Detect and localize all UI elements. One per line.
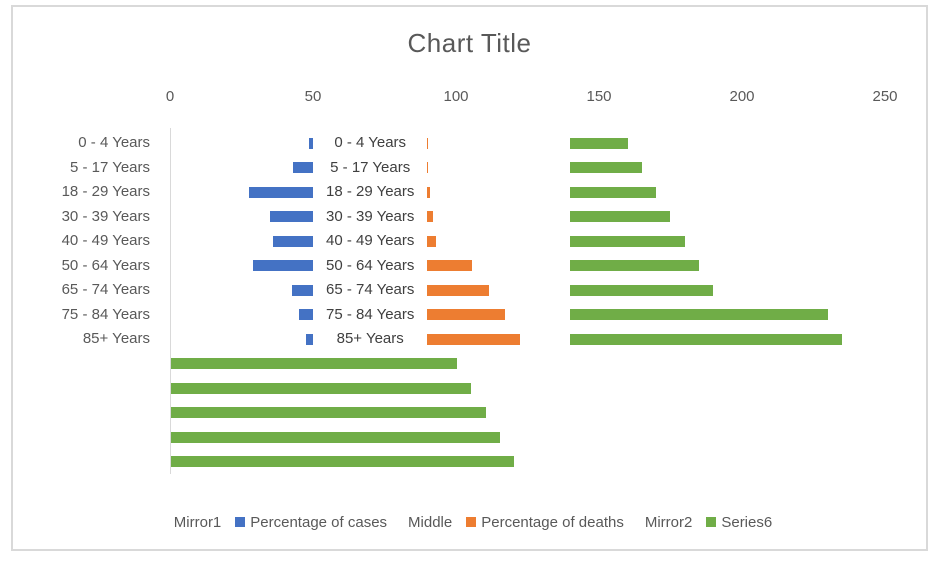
legend-entry-mirror1: Mirror1 — [167, 514, 222, 531]
axis-tick-label-100: 100 — [443, 88, 469, 105]
legend-swatch — [401, 517, 403, 527]
bar-series6 — [570, 309, 828, 320]
bar-series6-extra-row — [171, 456, 515, 467]
bar-percentage-of-cases — [308, 137, 313, 149]
bar-series6-extra-row — [171, 358, 457, 369]
bar-percentage-of-cases — [252, 260, 313, 271]
middle-data-label: 18 - 29 Years — [325, 183, 415, 200]
legend-swatch — [235, 517, 246, 527]
category-axis-label: 85+ Years — [82, 330, 150, 347]
bar-series6 — [570, 333, 843, 345]
category-axis-label: 0 - 4 Years — [78, 134, 150, 151]
bar-percentage-of-deaths — [427, 211, 434, 222]
legend-entry-mirror2: Mirror2 — [638, 514, 693, 531]
legend-swatch — [638, 517, 640, 527]
legend-entry-middle: Middle — [401, 514, 452, 531]
bar-percentage-of-deaths — [427, 333, 521, 345]
bar-series6-extra-row — [171, 382, 472, 394]
bar-series6 — [570, 235, 685, 247]
bar-percentage-of-deaths — [427, 235, 436, 247]
legend-label: Mirror1 — [173, 513, 222, 531]
bar-percentage-of-deaths — [427, 309, 505, 320]
middle-data-label: 40 - 49 Years — [325, 232, 415, 249]
legend-label: Percentage of deaths — [481, 513, 624, 531]
legend-label: Mirror2 — [644, 513, 693, 531]
bar-percentage-of-cases — [272, 235, 313, 247]
chart-outer-border — [11, 5, 928, 551]
middle-data-label: 85+ Years — [336, 330, 404, 347]
bar-percentage-of-deaths — [427, 260, 472, 271]
bar-series6-extra-row — [171, 407, 486, 418]
legend-label: Percentage of cases — [250, 513, 388, 531]
category-axis-label: 30 - 39 Years — [61, 207, 150, 225]
middle-data-label: 75 - 84 Years — [325, 305, 415, 323]
axis-tick-label-0: 0 — [165, 88, 175, 105]
legend-entry-percentage-of-deaths: Percentage of deaths — [466, 514, 624, 531]
legend-swatch — [706, 517, 717, 527]
bar-series6 — [570, 284, 714, 296]
category-axis-label: 40 - 49 Years — [61, 232, 150, 249]
legend-swatch — [466, 517, 477, 527]
axis-tick-label-150: 150 — [586, 88, 612, 105]
bar-percentage-of-deaths — [427, 162, 429, 173]
category-axis-label: 65 - 74 Years — [61, 281, 150, 298]
bar-percentage-of-cases — [270, 211, 313, 222]
category-axis-label: 5 - 17 Years — [69, 158, 150, 176]
category-axis-label: 75 - 84 Years — [61, 305, 150, 323]
legend: Mirror1 Percentage of cases Middle Percenta… — [0, 512, 939, 532]
bar-percentage-of-cases — [292, 162, 313, 173]
bar-series6-extra-row — [171, 431, 500, 443]
axis-tick-label-50: 50 — [304, 88, 322, 105]
middle-data-label: 5 - 17 Years — [330, 158, 411, 176]
bar-percentage-of-cases — [291, 284, 313, 296]
bar-percentage-of-deaths — [427, 186, 431, 198]
legend-entry-series6: Series6 — [706, 514, 772, 531]
axis-tick-label-250: 250 — [872, 88, 898, 105]
legend-entry-percentage-of-cases: Percentage of cases — [235, 514, 387, 531]
axis-tick-label-200: 200 — [729, 88, 755, 105]
bar-series6 — [570, 186, 657, 198]
legend-label: Series6 — [721, 513, 773, 531]
category-axis-line — [170, 128, 171, 474]
legend-swatch — [167, 517, 169, 527]
middle-data-label: 30 - 39 Years — [325, 207, 415, 225]
category-axis-label: 50 - 64 Years — [61, 256, 150, 274]
chart-title: Chart Title — [407, 28, 532, 58]
middle-data-label: 0 - 4 Years — [334, 134, 407, 151]
category-axis-label: 18 - 29 Years — [61, 183, 150, 200]
bar-series6 — [570, 260, 700, 271]
middle-data-label: 50 - 64 Years — [325, 256, 415, 274]
bar-percentage-of-cases — [305, 333, 313, 345]
bar-series6 — [570, 211, 671, 222]
bar-series6 — [570, 162, 642, 173]
legend-label: Middle — [408, 513, 453, 531]
bar-percentage-of-deaths — [427, 284, 489, 296]
middle-data-label: 65 - 74 Years — [325, 281, 415, 298]
bar-series6 — [570, 137, 628, 149]
bar-percentage-of-cases — [298, 309, 313, 320]
bar-percentage-of-cases — [248, 186, 313, 198]
bar-percentage-of-deaths — [427, 137, 428, 149]
